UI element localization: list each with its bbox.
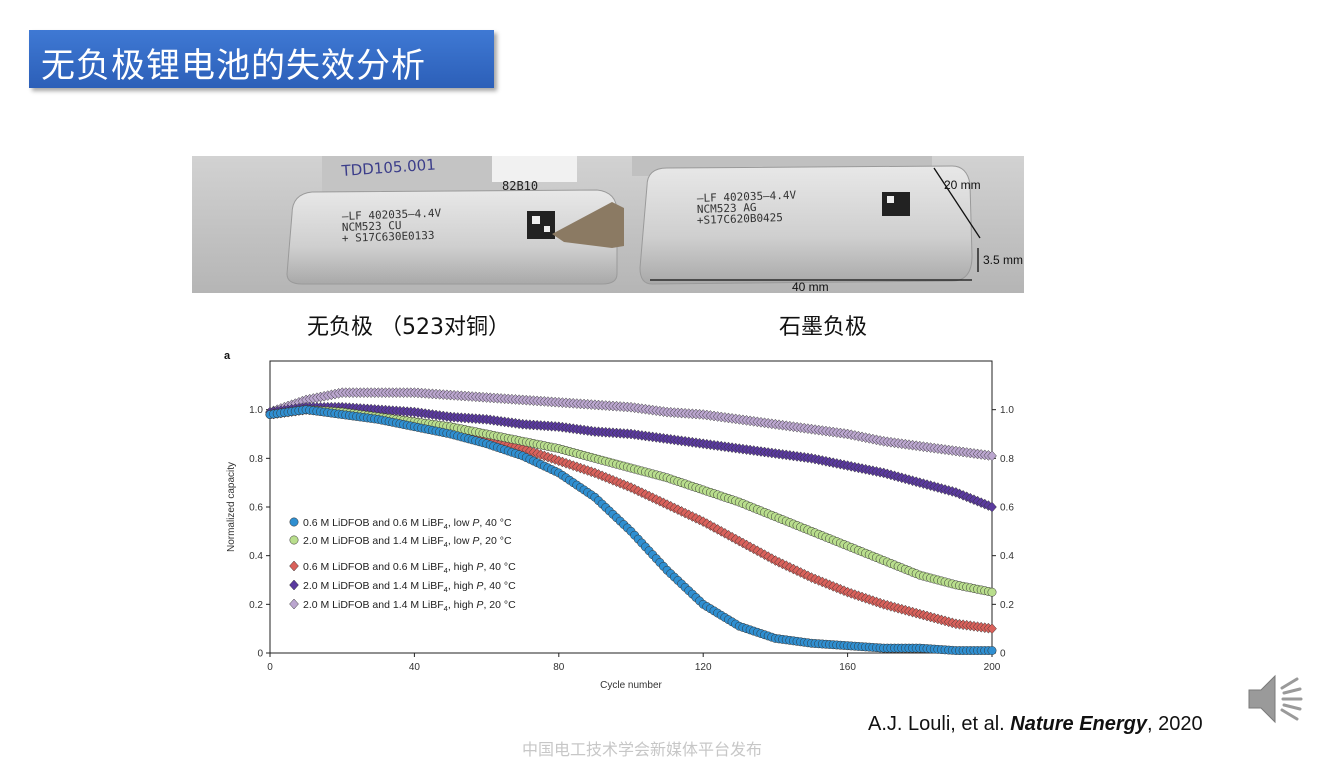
y-tick-label: 1.0 (249, 405, 263, 416)
x-tick-label: 200 (984, 662, 1001, 673)
footer-watermark: 中国电工技术学会新媒体平台发布 (522, 740, 763, 759)
right-cell-text-2: NCM523 AG (697, 201, 757, 216)
legend-entry: 2.0 M LiDFOB and 1.4 M LiBF4, low P, 20 … (303, 535, 512, 549)
y-tick-label: 0.4 (249, 551, 263, 562)
dimension-label-width: 20 mm (944, 178, 981, 192)
citation-year: , 2020 (1147, 713, 1203, 735)
left-cell-tab (552, 202, 624, 248)
citation-authors: A.J. Louli, et al. (868, 713, 1011, 735)
y-tick-label-right: 0.4 (1000, 551, 1014, 562)
y-tick-label: 0 (257, 649, 263, 660)
capacity-chart: a 0 40 80 120 160 200 0 0 0.2 0.2 0.4 0.4 0.6 0.6 0.8 0.… (220, 345, 1020, 695)
data-point (987, 646, 997, 656)
citation-journal: Nature Energy (1010, 713, 1148, 735)
caption-graphite: 石墨负极 (779, 315, 868, 340)
left-cell-qrcode (527, 211, 555, 239)
back-cell-left (322, 156, 502, 196)
y-tick-label-right: 0.6 (1000, 503, 1014, 514)
x-axis-label: Cycle number (600, 680, 662, 691)
right-cell (639, 165, 973, 285)
y-tick-label-right: 0.8 (1000, 454, 1014, 465)
legend-entry: 0.6 M LiDFOB and 0.6 M LiBF4, low P, 40 … (303, 517, 512, 531)
series-0 (265, 405, 997, 656)
y-tick-label: 0.6 (249, 503, 263, 514)
left-cell-text-2: NCM523 CU (342, 219, 402, 234)
right-cell-text-1: –LF 402035–4.4V (697, 189, 797, 205)
battery-photo-drawing: TDD105.001 82B10 –LF 402035–4.4V NCM523 … (192, 156, 1024, 293)
legend-entry: 2.0 M LiDFOB and 1.4 M LiBF4, high P, 40… (303, 580, 516, 594)
dimension-line-width (933, 167, 981, 239)
x-tick-label: 80 (553, 662, 565, 673)
y-tick-label-right: 1.0 (1000, 405, 1014, 416)
legend-marker (289, 560, 299, 572)
x-tick-label: 40 (409, 662, 421, 673)
speaker-icon[interactable] (1243, 668, 1307, 730)
citation: A.J. Louli, et al. Nature Energy, 2020 (868, 713, 1203, 736)
photo-code: 82B10 (502, 179, 538, 193)
dimension-label-length: 40 mm (792, 280, 829, 293)
series-4 (265, 387, 997, 462)
legend-marker (289, 579, 299, 591)
y-tick-label-right: 0.2 (1000, 600, 1014, 611)
photo-code-plate (492, 156, 577, 182)
data-point (987, 501, 997, 513)
battery-photo: TDD105.001 82B10 –LF 402035–4.4V NCM523 … (192, 156, 1024, 293)
left-cell-text-3: + S17C630E0133 (342, 229, 435, 245)
data-point (987, 450, 997, 462)
slide-title: 无负极锂电池的失效分析 (41, 46, 426, 86)
x-tick-label: 160 (839, 662, 856, 673)
legend-marker (289, 517, 299, 527)
right-cell-text-3: +S17C620B0425 (697, 211, 783, 227)
legend-entry: 0.6 M LiDFOB and 0.6 M LiBF4, high P, 40… (303, 561, 516, 575)
data-point (987, 587, 997, 597)
series-3 (265, 401, 997, 513)
panel-label: a (224, 350, 231, 362)
legend-entry: 2.0 M LiDFOB and 1.4 M LiBF4, high P, 20… (303, 599, 516, 613)
x-tick-label: 120 (695, 662, 712, 673)
right-cell-qrcode (882, 192, 910, 216)
x-tick-label: 0 (267, 662, 273, 673)
legend-marker (289, 535, 299, 545)
dimension-label-height: 3.5 mm (983, 253, 1023, 267)
y-tick-label-right: 0 (1000, 649, 1006, 660)
y-tick-label: 0.2 (249, 600, 263, 611)
y-axis-label: Normalized capacity (226, 462, 237, 552)
left-cell-text-1: –LF 402035–4.4V (342, 207, 442, 223)
y-tick-label: 0.8 (249, 454, 263, 465)
slide-title-box: 无负极锂电池的失效分析 (29, 30, 494, 88)
data-point (987, 623, 997, 635)
legend-marker (289, 598, 299, 610)
caption-anode-free: 无负极 （523对铜） (307, 315, 510, 340)
